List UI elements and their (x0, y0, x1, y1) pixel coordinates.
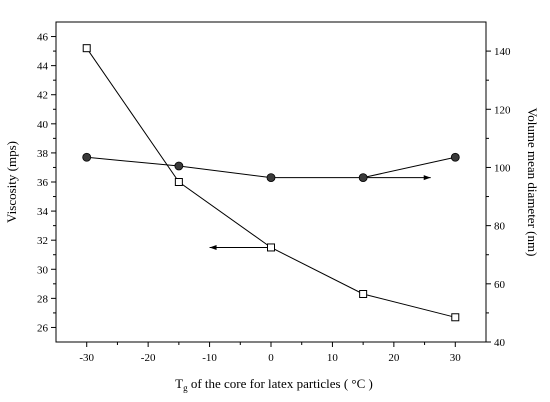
x-axis-title-subscript: g (183, 383, 188, 393)
y-right-tick-label: 140 (494, 46, 511, 58)
y-left-tick-label: 38 (37, 148, 49, 160)
x-tick-label: -20 (141, 352, 156, 364)
x-tick-label: -10 (202, 352, 217, 364)
x-tick-label: 20 (388, 352, 400, 364)
y-right-axis-title: Volume mean diameter (nm) (525, 108, 540, 257)
y-right-tick-label: 80 (494, 221, 506, 233)
x-tick-label: 0 (268, 352, 274, 364)
data-point-square (267, 243, 275, 252)
data-point-circle (358, 173, 368, 183)
data-point-square (359, 290, 368, 298)
y-right-tick-label: 120 (494, 104, 511, 116)
x-axis-title-rest: of the core for latex particles ( °C ) (188, 376, 373, 391)
arrow-head-2 (423, 175, 431, 181)
data-point-circle (82, 152, 92, 162)
y-left-tick-label: 42 (37, 90, 48, 102)
y-left-tick-label: 32 (37, 235, 48, 247)
y-left-tick-label: 34 (37, 206, 49, 218)
data-point-circle (266, 173, 276, 183)
data-point-square (174, 178, 183, 186)
lines-layer (86, 47, 456, 318)
data-point-square (82, 44, 91, 53)
y-left-axis-title: Viscosity (mps) (4, 141, 19, 223)
arrow-head-1 (209, 244, 217, 250)
x-tick-label: 30 (450, 352, 462, 364)
data-point-circle (174, 161, 184, 171)
y-right-tick-label: 60 (494, 279, 506, 291)
y-right-tick-label: 40 (494, 337, 506, 349)
x-axis-title: Tg of the core for latex particles ( °C … (175, 376, 373, 393)
x-tick-label: 10 (327, 352, 339, 364)
x-tick-label: -30 (79, 352, 94, 364)
y-left-tick-label: 46 (37, 32, 49, 44)
data-point-square (451, 313, 460, 322)
y-right-tick-label: 100 (494, 162, 511, 174)
y-left-tick-label: 26 (37, 322, 49, 334)
markers-layer (82, 44, 460, 322)
data-point-circle (450, 152, 460, 162)
y-left-tick-label: 36 (37, 177, 49, 189)
series-line-1 (86, 47, 456, 318)
y-left-tick-label: 40 (37, 119, 49, 131)
y-left-tick-label: 44 (37, 61, 49, 73)
y-left-tick-label: 30 (37, 264, 49, 276)
ticks-layer: -30 -20 -10 0 10 20 30 26 28 30 32 34 36 38 40 42 44 46 40… (37, 32, 511, 364)
x-axis-title-main: T (175, 376, 183, 391)
y-left-tick-label: 28 (37, 293, 49, 305)
arrows-layer (209, 175, 431, 250)
